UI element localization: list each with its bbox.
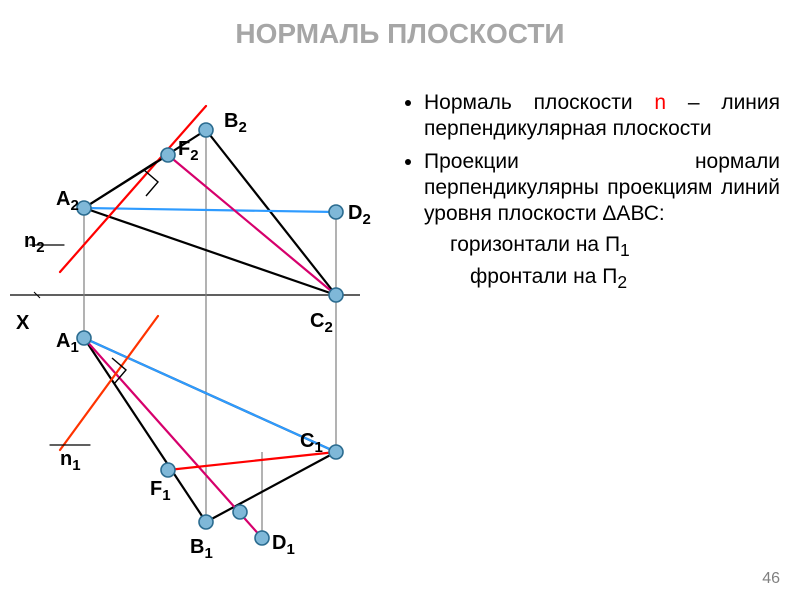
page-number: 46 bbox=[762, 570, 780, 588]
node-C2 bbox=[329, 288, 343, 302]
diagram-container: A2 B2 C2 D2 F2 A1 B1 C1 D1 F1 n2 n1 X bbox=[0, 70, 400, 575]
label-A1: A1 bbox=[56, 330, 79, 356]
diagram-svg bbox=[0, 70, 400, 570]
node-B1 bbox=[199, 515, 213, 529]
label-F2: F2 bbox=[178, 138, 199, 164]
bullet-2: Проекции нормали перпендикулярны проекци… bbox=[424, 149, 780, 228]
label-D1: D1 bbox=[272, 532, 295, 558]
node-F2 bbox=[161, 148, 175, 162]
top-F2-magenta bbox=[168, 155, 336, 295]
sub-line-2: фронтали на П2 bbox=[410, 265, 780, 293]
label-F1: F1 bbox=[150, 478, 171, 504]
top-A2F2-black bbox=[84, 155, 168, 208]
node-D1mid bbox=[233, 505, 247, 519]
label-B1: B1 bbox=[190, 536, 213, 562]
label-n2: n2 bbox=[24, 230, 45, 256]
top-n2-red bbox=[60, 106, 206, 272]
label-D2: D2 bbox=[348, 202, 371, 228]
bullet-1: Нормаль плоскости n – линия перпендикуля… bbox=[424, 90, 780, 143]
label-A2: A2 bbox=[56, 188, 79, 214]
label-n1: n1 bbox=[60, 448, 81, 474]
node-A1 bbox=[77, 331, 91, 345]
node-A2 bbox=[77, 201, 91, 215]
label-B2: B2 bbox=[224, 110, 247, 136]
description-block: Нормаль плоскости n – линия перпендикуля… bbox=[410, 90, 780, 294]
node-D1 bbox=[255, 531, 269, 545]
sub-line-1: горизонтали на П1 bbox=[410, 233, 780, 261]
node-B2 bbox=[199, 123, 213, 137]
label-X: X bbox=[16, 312, 29, 335]
label-C1: C1 bbox=[300, 430, 323, 456]
node-F1 bbox=[161, 463, 175, 477]
bullet-list: Нормаль плоскости n – линия перпендикуля… bbox=[410, 90, 780, 227]
node-D2 bbox=[329, 205, 343, 219]
page-title: НОРМАЛЬ ПЛОСКОСТИ bbox=[0, 18, 800, 50]
label-C2: C2 bbox=[310, 310, 333, 336]
node-C1 bbox=[329, 445, 343, 459]
top-D2-blue bbox=[84, 208, 336, 212]
